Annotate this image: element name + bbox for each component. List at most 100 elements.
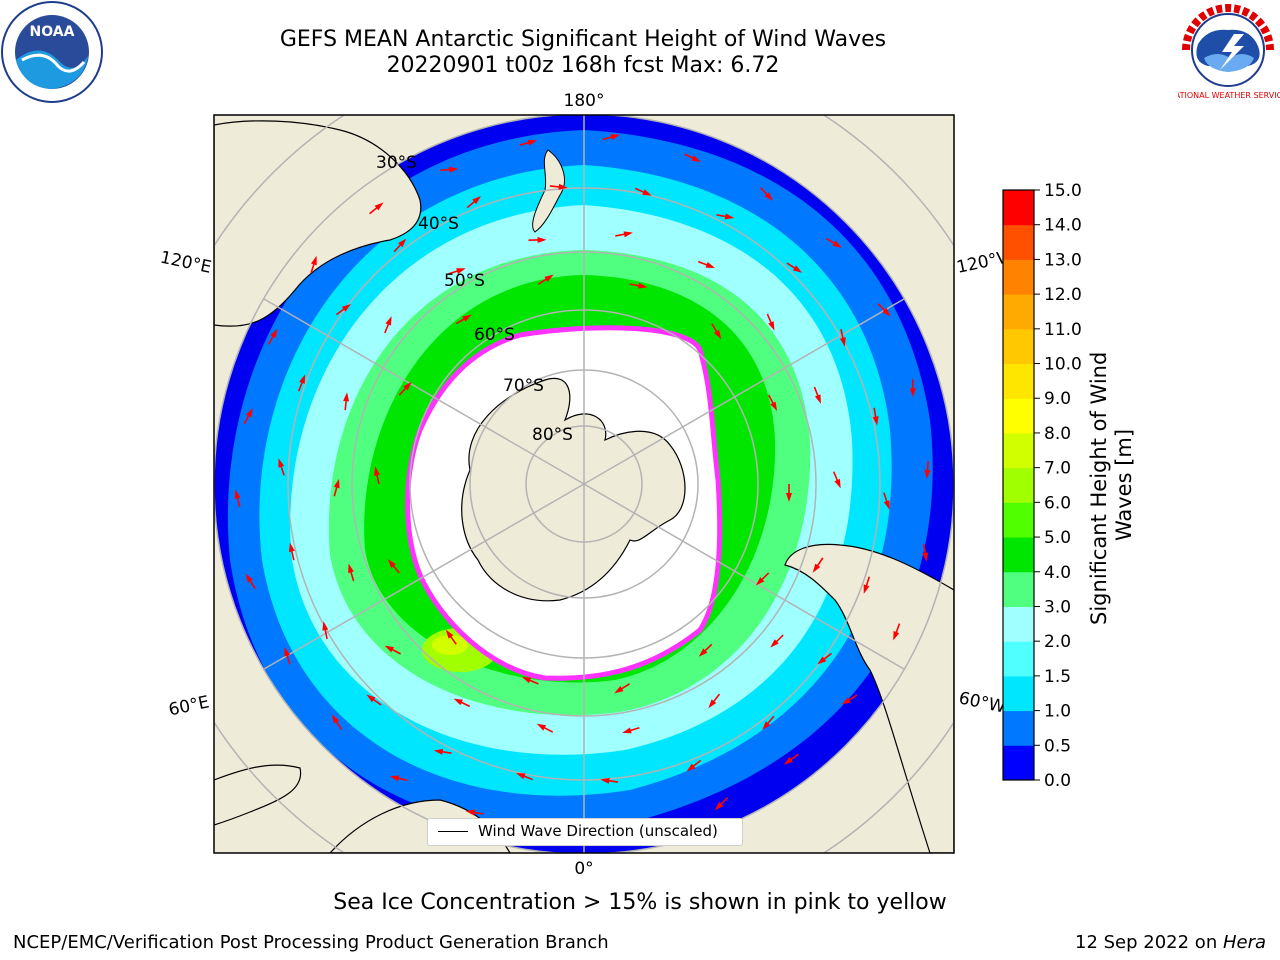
colorbar-bin [1003,745,1034,781]
colorbar-tick-label: 2.0 [1044,632,1071,652]
wind-wave-arrow-head [872,416,879,426]
wind-wave-arrow-head [456,268,466,274]
lon-label-60e: 60°E [167,692,211,720]
wind-wave-arrow-head [299,374,306,384]
wind-wave-arrow-head [398,238,407,248]
run-date-text: 12 Sep 2022 on [1075,932,1223,953]
wind-wave-arrow-head [536,723,547,731]
colorbar-bin [1003,467,1034,503]
wind-wave-arrow-head [385,316,392,326]
wind-wave-arrow-head [433,748,444,755]
colorbar-bin [1003,571,1034,607]
wind-wave-arrows [234,134,931,830]
wind-wave-arrow-head [462,314,472,322]
noaa-logo-icon: NOAA [1,1,103,103]
wind-wave-arrow-head [270,328,278,339]
colorbar-tick-label: 14.0 [1044,216,1082,236]
colorbar-tick-label: 8.0 [1044,424,1071,444]
wind-wave-arrow-head [278,458,285,468]
colorbar-bin [1003,432,1034,469]
wind-wave-arrow-head [234,489,241,499]
colorbar-tick-label: 0.0 [1044,771,1071,791]
wind-wave-arrow-head [537,236,547,243]
colorbar-bin [1003,537,1034,573]
colorbar-tick-label: 7.0 [1044,459,1071,479]
wind-wave-arrow-head [713,329,722,340]
wind-wave-arrow-head [863,584,870,594]
lat-label-30s: 30°S [376,153,417,173]
colorbar-bin [1003,675,1034,712]
chart-title: GEFS MEAN Antarctic Significant Height o… [279,27,887,52]
wind-wave-arrow-head [637,282,648,289]
lat-label-80s: 80°S [532,425,573,445]
colorbar-bin [1003,328,1034,365]
wind-wave-arrow-head [472,196,482,205]
lat-label-50s: 50°S [444,271,485,291]
colorbar-label: Significant Height of Wind Waves [m] [1087,345,1136,625]
graticule [214,115,954,853]
noaa-logo-text: NOAA [30,24,75,40]
australia-landmass [214,120,422,327]
wind-wave-arrow-head [770,401,778,411]
wind-wave-arrow-head [614,685,624,694]
wind-wave-arrow-head [839,337,846,347]
wind-wave-arrow-head [698,648,708,657]
wind-wave-arrow-head [311,255,317,266]
wind-wave-arrow-head [792,265,803,273]
lon-label-0: 0° [574,859,593,879]
wind-wave-arrow-head [909,388,916,398]
colorbar-bin [1003,224,1034,260]
colorbar-label-line1: Significant Height of Wind [1087,352,1111,625]
wind-wave-arrow-head [445,629,454,639]
wind-wave-arrow-head [832,240,842,248]
lon-label-180: 180° [564,91,605,111]
colorbar-tick-label: 6.0 [1044,493,1071,513]
wind-wave-arrow-head [245,573,253,583]
wind-wave-arrow-head [527,139,538,146]
legend-line-swatch [438,831,468,832]
colorbar-frame [1002,189,1035,781]
colorbar-tick-label: 15.0 [1044,181,1082,201]
colorbar-bin [1003,190,1034,226]
run-date: 12 Sep 2022 on Hera [1075,932,1266,953]
sea-ice-note: Sea Ice Concentration > 15% is shown in … [333,890,947,915]
wind-wave-arrow-head [366,694,376,703]
colorbar-bin [1003,294,1034,330]
wind-wave-arrow-head [341,303,351,312]
colorbar-tick-label: 13.0 [1044,250,1082,270]
colorbar-bin [1003,398,1034,434]
wind-wave-arrow-head [924,469,931,479]
wind-wave-arrow-head [331,714,340,724]
new-zealand-landmass [532,149,565,233]
wind-wave-arrow-head [622,727,632,734]
wind-wave-arrow-head [403,381,412,391]
colorbar-label-line2: Waves [m] [1112,429,1136,541]
wind-wave-arrow-head [764,192,773,201]
wind-wave-arrow-head [453,698,463,706]
wind-wave-arrow-head [783,757,793,765]
wind-wave-arrow-head [245,408,253,418]
colorbar-tick-label: 4.0 [1044,563,1071,583]
map-frame [213,114,955,854]
wind-wave-arrow-head [389,775,400,782]
wind-wave-arrow-head [883,500,890,510]
wind-wave-arrow-head [705,261,716,268]
wind-wave-arrow-head [544,274,554,282]
national-weather-service-logo-icon: NATIONAL WEATHER SERVICE [1178,2,1280,100]
colorbar-bin [1003,641,1034,677]
chart-subtitle: 20220901 t00z 168h fcst Max: 6.72 [386,53,780,78]
colorbar-bin [1003,259,1034,295]
colorbar-ticks: 0.0 0.5 1.0 1.5 2.0 3.0 4.0 5.0 6.0 7.0 8.0 9.0 10.0… [1034,181,1082,791]
colorbar-tick-label: 12.0 [1044,285,1082,305]
wind-wave-arrow-head [516,772,526,780]
colorbar-tick-label: 0.5 [1044,736,1071,756]
wind-wave-arrow-head [893,631,900,641]
wind-wave-arrow-head [882,308,891,317]
wind-wave-arrow-head [768,321,775,331]
wind-wave-arrow-head [387,559,396,568]
wind-wave-arrow-head [600,777,610,784]
colorbar-bin [1003,710,1034,746]
nws-logo-text: NATIONAL WEATHER SERVICE [1178,91,1280,100]
wind-wave-arrow-head [465,809,476,816]
